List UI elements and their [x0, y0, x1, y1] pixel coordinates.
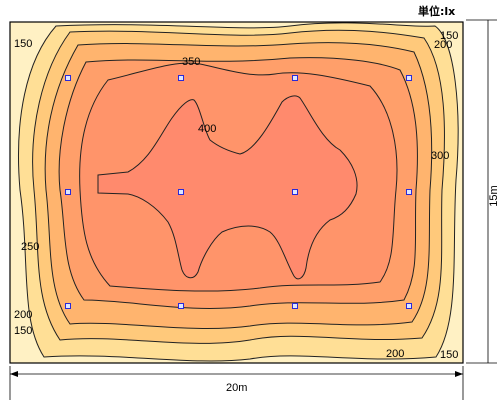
light-fixture	[65, 75, 71, 81]
light-fixture	[178, 189, 184, 195]
light-fixture	[178, 75, 184, 81]
light-fixture	[292, 303, 298, 309]
contour-label-350: 350	[182, 56, 200, 68]
light-fixture	[406, 189, 412, 195]
light-fixture	[65, 303, 71, 309]
contour-label-200-bottom-right: 200	[386, 348, 404, 360]
dimension-arrow-left	[10, 371, 18, 377]
contour-label-300: 300	[431, 150, 449, 162]
contour-label-150-top-right: 150	[440, 30, 458, 42]
light-fixture	[406, 303, 412, 309]
height-dimension-label: 15m	[488, 185, 497, 206]
light-fixture	[178, 303, 184, 309]
fixture-grid	[65, 75, 412, 309]
light-fixture	[406, 75, 412, 81]
unit-label: 単位:lx	[418, 4, 455, 18]
contour-label-400: 400	[198, 123, 216, 135]
contour-400	[97, 95, 358, 280]
contour-label-150-bottom-right: 150	[440, 349, 458, 361]
contour-label-200-top-right: 200	[434, 39, 452, 51]
contour-label-250: 250	[21, 241, 39, 253]
room-outline	[9, 21, 464, 364]
contour-label-150-top-left: 150	[14, 38, 32, 50]
light-fixture	[292, 75, 298, 81]
dimension-arrow-right	[455, 371, 463, 377]
light-fixture	[292, 189, 298, 195]
contour-label-150-bottom-left: 150	[14, 325, 32, 337]
width-dimension-label: 20m	[226, 382, 247, 394]
contour-label-200-bottom-left: 200	[14, 309, 32, 321]
light-fixture	[65, 189, 71, 195]
